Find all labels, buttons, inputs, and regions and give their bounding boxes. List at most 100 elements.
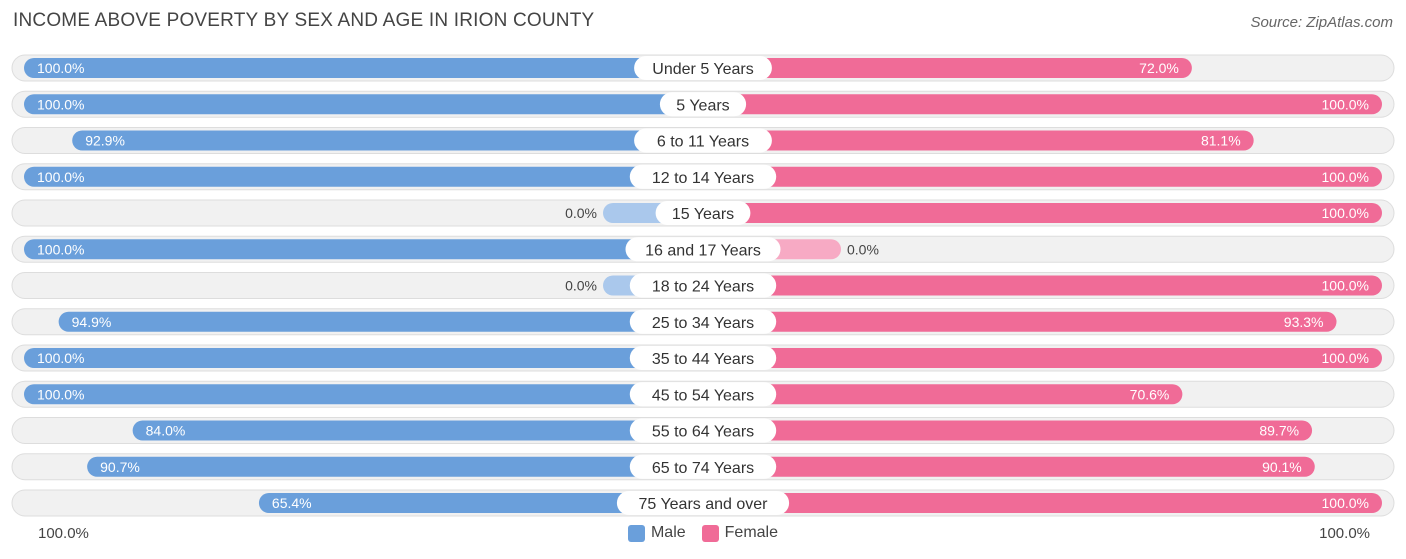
female-bar bbox=[703, 275, 1382, 296]
category-pill bbox=[616, 491, 790, 515]
category-pill bbox=[629, 382, 777, 407]
bar-row: 100.0% 70.6% 45 to 54 Years bbox=[11, 380, 1395, 408]
male-value-label: 100.0% bbox=[37, 350, 84, 366]
legend-label-female: Female bbox=[724, 524, 779, 541]
male-bar bbox=[24, 384, 703, 405]
female-bar bbox=[703, 203, 1382, 223]
chart-title: INCOME ABOVE POVERTY BY SEX AND AGE IN I… bbox=[13, 10, 595, 31]
male-value-label: 0.0% bbox=[565, 278, 597, 294]
female-value-label: 100.0% bbox=[1322, 350, 1369, 366]
category-label: 6 to 11 Years bbox=[657, 134, 749, 151]
female-value-label: 81.1% bbox=[1201, 133, 1241, 149]
female-bar bbox=[703, 58, 1192, 78]
category-label: 18 to 24 Years bbox=[652, 279, 754, 296]
male-value-label: 90.7% bbox=[100, 459, 140, 475]
male-value-label: 0.0% bbox=[565, 205, 597, 221]
category-label: 15 Years bbox=[672, 206, 734, 223]
female-bar bbox=[703, 348, 1382, 368]
male-bar bbox=[132, 420, 703, 441]
legend-swatch-male bbox=[627, 524, 645, 542]
category-pill bbox=[629, 273, 777, 298]
category-label: 16 and 17 Years bbox=[645, 242, 761, 259]
female-value-label: 89.7% bbox=[1259, 423, 1299, 439]
bar-row: 65.4% 100.0% 75 Years and over bbox=[11, 489, 1395, 517]
female-value-label: 100.0% bbox=[1322, 278, 1369, 294]
bar-row: 92.9% 81.1% 6 to 11 Years bbox=[11, 127, 1395, 154]
chart-canvas: 100.0% 72.0% Under 5 Years 100.0% 100.0% 5 Ye… bbox=[11, 54, 1395, 517]
male-value-label: 94.9% bbox=[72, 314, 112, 330]
category-label: 55 to 64 Years bbox=[652, 424, 754, 441]
bar-row: 84.0% 89.7% 55 to 64 Years bbox=[11, 417, 1395, 444]
bar-row: 100.0% 72.0% Under 5 Years bbox=[11, 54, 1395, 82]
male-bar bbox=[58, 311, 703, 332]
category-label: 45 to 54 Years bbox=[652, 387, 754, 404]
male-value-label: 65.4% bbox=[272, 495, 312, 511]
female-value-label: 100.0% bbox=[1322, 205, 1369, 221]
male-value-label: 100.0% bbox=[37, 386, 84, 402]
category-pill bbox=[634, 56, 772, 80]
bar-row: 90.7% 90.1% 65 to 74 Years bbox=[11, 453, 1395, 481]
female-value-label: 100.0% bbox=[1322, 96, 1369, 112]
male-bar bbox=[258, 493, 703, 513]
bar-row: 100.0% 100.0% 12 to 14 Years bbox=[11, 163, 1395, 191]
legend-item-female[interactable]: Female bbox=[701, 524, 779, 542]
female-value-label: 0.0% bbox=[847, 241, 879, 257]
male-bar bbox=[24, 94, 703, 115]
male-value-label: 100.0% bbox=[37, 96, 84, 112]
female-bar bbox=[703, 456, 1315, 477]
category-label: 25 to 34 Years bbox=[652, 315, 754, 332]
bar-row: 100.0% 100.0% 5 Years bbox=[11, 90, 1395, 118]
bar-row: 0.0% 100.0% 18 to 24 Years bbox=[11, 272, 1395, 299]
source-note: Source: ZipAtlas.com bbox=[1250, 14, 1393, 31]
category-label: 12 to 14 Years bbox=[652, 170, 754, 187]
female-bar bbox=[703, 94, 1382, 115]
female-value-label: 93.3% bbox=[1284, 314, 1324, 330]
female-value-label: 100.0% bbox=[1322, 495, 1369, 511]
male-value-label: 100.0% bbox=[37, 241, 84, 257]
female-bar bbox=[703, 420, 1313, 441]
category-label: 65 to 74 Years bbox=[652, 460, 754, 477]
category-label: Under 5 Years bbox=[652, 61, 753, 78]
legend: Male Female bbox=[0, 524, 1406, 542]
legend-item-male[interactable]: Male bbox=[627, 524, 686, 542]
female-value-label: 90.1% bbox=[1262, 459, 1302, 475]
category-pill bbox=[659, 92, 747, 117]
category-label: 5 Years bbox=[676, 97, 729, 114]
category-pill bbox=[629, 418, 777, 443]
female-value-label: 100.0% bbox=[1322, 169, 1369, 185]
male-value-label: 92.9% bbox=[85, 133, 125, 149]
male-bar bbox=[24, 58, 703, 78]
category-pill bbox=[629, 164, 777, 189]
female-bar bbox=[703, 311, 1337, 332]
category-pill bbox=[629, 346, 777, 370]
male-bar bbox=[24, 348, 703, 368]
male-bar bbox=[24, 239, 703, 260]
bar-row: 100.0% 0.0% 16 and 17 Years bbox=[11, 235, 1395, 263]
legend-label-male: Male bbox=[650, 524, 686, 541]
female-value-label: 70.6% bbox=[1130, 386, 1170, 402]
axis-left-label: 100.0% bbox=[38, 525, 89, 542]
female-bar bbox=[703, 166, 1382, 187]
female-bar bbox=[703, 493, 1382, 513]
category-pill bbox=[625, 237, 781, 262]
male-value-label: 100.0% bbox=[37, 169, 84, 185]
bar-row: 100.0% 100.0% 35 to 44 Years bbox=[11, 344, 1395, 372]
male-bar bbox=[87, 456, 704, 477]
male-value-label: 84.0% bbox=[146, 423, 186, 439]
male-bar bbox=[72, 130, 704, 151]
bar-row: 94.9% 93.3% 25 to 34 Years bbox=[11, 308, 1395, 336]
female-bar bbox=[703, 130, 1254, 151]
male-value-label: 100.0% bbox=[37, 60, 84, 76]
male-bar bbox=[24, 166, 703, 187]
female-bar bbox=[703, 384, 1183, 405]
female-value-label: 72.0% bbox=[1139, 60, 1179, 76]
axis-right-label: 100.0% bbox=[1319, 525, 1370, 542]
category-label: 35 to 44 Years bbox=[652, 351, 754, 368]
bar-row: 0.0% 100.0% 15 Years bbox=[11, 199, 1395, 227]
category-pill bbox=[629, 454, 777, 479]
category-label: 75 Years and over bbox=[639, 496, 769, 513]
category-pill bbox=[629, 309, 777, 334]
category-pill bbox=[655, 201, 751, 225]
legend-swatch-female bbox=[701, 524, 719, 542]
category-pill bbox=[634, 128, 772, 153]
